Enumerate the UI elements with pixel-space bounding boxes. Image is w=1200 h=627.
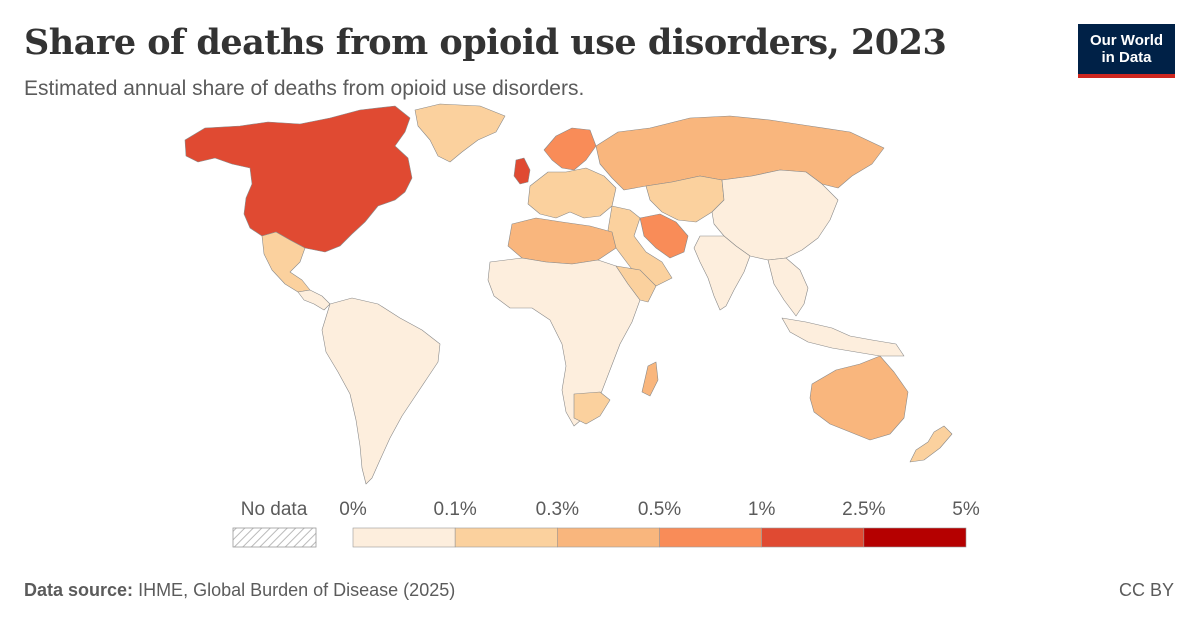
region-russia[interactable] (595, 115, 885, 191)
region-greenland[interactable] (414, 103, 506, 163)
region-southeast-asia[interactable] (767, 257, 905, 357)
no-data-label: No data (241, 499, 308, 520)
region-mexico[interactable] (261, 231, 311, 293)
license[interactable]: CC BY (1118, 580, 1174, 600)
legend-bin-3[interactable] (659, 527, 762, 548)
legend-tick-label: 1% (748, 499, 776, 520)
map-legend: No data 0% 0.1% 0.3% 0.5% 1% 2.5% 5% (232, 499, 980, 548)
region-madagascar[interactable] (641, 361, 659, 397)
region-east-africa[interactable] (615, 265, 657, 303)
chart-subtitle: Estimated annual share of deaths from op… (24, 77, 585, 100)
chart-title: Share of deaths from opioid use disorder… (24, 22, 947, 63)
region-sub-saharan-africa[interactable] (487, 257, 641, 427)
legend-bin-5[interactable] (863, 527, 967, 548)
region-south-america[interactable] (321, 297, 441, 485)
data-source: Data source: IHME, Global Burden of Dise… (24, 580, 455, 601)
region-uk[interactable] (513, 157, 531, 185)
legend-tick-label: 0.3% (536, 499, 579, 520)
region-central-america[interactable] (297, 289, 331, 311)
region-south-africa[interactable] (573, 391, 611, 425)
region-china[interactable] (711, 169, 839, 261)
owid-logo[interactable]: Our World in Data (1078, 24, 1175, 78)
legend-tick-label: 0.1% (434, 499, 477, 520)
legend-tick-label: 0% (339, 499, 367, 520)
region-scandinavia[interactable] (543, 127, 597, 171)
region-india[interactable] (693, 235, 751, 311)
region-north-africa[interactable] (507, 217, 617, 265)
logo-line-2: in Data (1101, 49, 1152, 66)
region-europe[interactable] (527, 167, 617, 219)
data-source-label: Data source: (24, 580, 134, 600)
legend-tick-label: 2.5% (842, 499, 885, 520)
legend-bin-0[interactable] (352, 527, 456, 548)
legend-tick-label: 0.5% (638, 499, 681, 520)
logo-line-1: Our World (1089, 32, 1164, 49)
region-australia[interactable] (809, 355, 909, 441)
data-source-text: IHME, Global Burden of Disease (2025) (138, 580, 456, 600)
no-data-swatch (232, 527, 317, 548)
legend-bin-2[interactable] (557, 527, 660, 548)
region-new-zealand[interactable] (909, 425, 953, 463)
region-north-america[interactable] (184, 105, 413, 253)
legend-tick-label: 5% (952, 499, 980, 520)
region-iran[interactable] (639, 213, 689, 259)
legend-bin-4[interactable] (761, 527, 865, 548)
legend-bin-1[interactable] (454, 527, 558, 548)
